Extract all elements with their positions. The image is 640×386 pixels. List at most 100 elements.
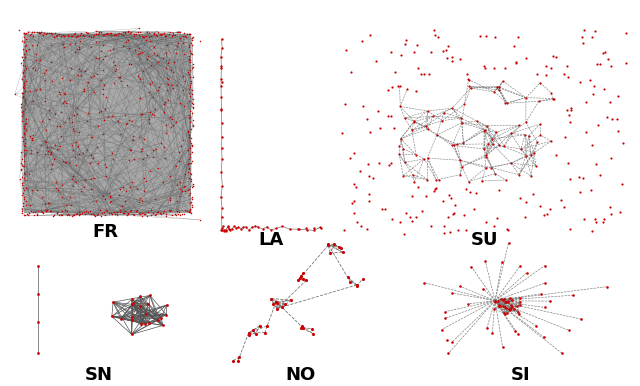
Point xyxy=(504,240,514,246)
Point xyxy=(195,38,205,44)
Point xyxy=(46,208,56,214)
Point xyxy=(114,74,124,80)
Point xyxy=(489,223,499,229)
Point xyxy=(65,194,75,200)
Point xyxy=(74,151,84,157)
Point xyxy=(60,32,70,39)
Point xyxy=(184,115,195,121)
Point xyxy=(188,74,198,81)
Point xyxy=(216,54,226,60)
Point xyxy=(557,350,567,356)
Point xyxy=(83,78,93,85)
Point xyxy=(158,210,168,217)
Point xyxy=(41,67,51,73)
Point xyxy=(285,226,295,232)
Point xyxy=(308,331,319,337)
Point xyxy=(17,180,27,186)
Point xyxy=(175,100,185,107)
Point xyxy=(55,123,65,129)
Point xyxy=(134,134,145,140)
Point xyxy=(136,111,146,117)
Point xyxy=(93,123,103,129)
Point xyxy=(188,110,198,116)
Point xyxy=(100,212,110,218)
Point xyxy=(143,300,154,306)
Point xyxy=(575,79,585,85)
Point xyxy=(17,84,28,90)
Point xyxy=(187,183,197,190)
Point xyxy=(19,34,29,40)
Point xyxy=(99,82,109,88)
Point xyxy=(88,212,99,218)
Point xyxy=(27,29,37,35)
Point xyxy=(521,95,531,101)
Point xyxy=(413,184,424,190)
Point xyxy=(113,119,123,125)
Point xyxy=(18,95,28,101)
Point xyxy=(396,135,406,142)
Point xyxy=(38,210,48,216)
Point xyxy=(165,197,175,203)
Point xyxy=(124,45,134,51)
Point xyxy=(606,155,616,161)
Point xyxy=(115,186,125,193)
Point xyxy=(401,36,411,42)
Point xyxy=(300,225,310,231)
Point xyxy=(142,56,152,62)
Point xyxy=(54,31,64,37)
Point xyxy=(25,202,35,208)
Point xyxy=(185,206,195,212)
Point xyxy=(145,120,155,126)
Point xyxy=(401,210,412,216)
Point xyxy=(143,209,153,215)
Point xyxy=(345,279,355,285)
Point xyxy=(68,147,78,154)
Point xyxy=(216,120,227,127)
Point xyxy=(349,181,359,187)
Point xyxy=(174,193,184,200)
Point xyxy=(52,146,62,152)
Point xyxy=(173,149,184,155)
Point xyxy=(272,300,282,306)
Point xyxy=(19,131,29,137)
Point xyxy=(163,31,173,37)
Point xyxy=(185,114,195,120)
Point xyxy=(161,312,172,318)
Polygon shape xyxy=(24,34,191,213)
Point xyxy=(456,115,467,121)
Point xyxy=(489,64,499,71)
Point xyxy=(514,172,524,178)
Point xyxy=(468,206,479,212)
Point xyxy=(161,302,172,308)
Point xyxy=(172,42,182,49)
Point xyxy=(336,245,346,251)
Point xyxy=(233,358,243,364)
Point xyxy=(64,115,74,121)
Point xyxy=(93,211,103,217)
Point xyxy=(244,332,255,338)
Point xyxy=(106,210,116,216)
Point xyxy=(535,132,545,138)
Point xyxy=(168,85,178,91)
Point xyxy=(124,61,134,67)
Point xyxy=(63,32,73,38)
Point xyxy=(184,56,194,62)
Point xyxy=(271,298,281,305)
Point xyxy=(493,303,504,310)
Point xyxy=(18,93,28,100)
Text: SN: SN xyxy=(85,366,113,384)
Point xyxy=(217,183,227,189)
Point xyxy=(25,32,35,38)
Point xyxy=(157,322,168,328)
Point xyxy=(177,211,188,217)
Point xyxy=(237,224,248,230)
Point xyxy=(45,149,56,155)
Point xyxy=(490,171,500,177)
Point xyxy=(161,64,171,71)
Text: NO: NO xyxy=(285,366,316,384)
Point xyxy=(20,185,31,191)
Point xyxy=(490,298,500,304)
Point xyxy=(124,29,134,35)
Point xyxy=(548,53,558,59)
Point xyxy=(499,311,509,317)
